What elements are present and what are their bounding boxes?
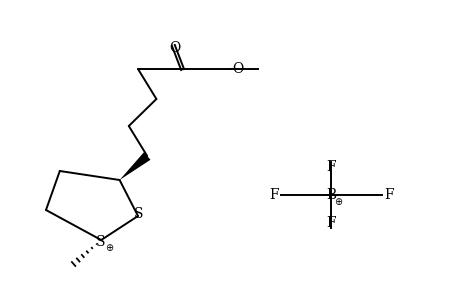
Text: F: F — [326, 216, 335, 230]
Text: S: S — [95, 235, 105, 249]
Text: F: F — [269, 188, 278, 202]
Text: ⊕: ⊕ — [105, 243, 113, 253]
Text: O: O — [231, 62, 243, 76]
Text: ⊕: ⊕ — [333, 197, 341, 207]
Text: B: B — [325, 188, 336, 202]
Text: F: F — [383, 188, 392, 202]
Text: F: F — [326, 160, 335, 174]
Text: O: O — [169, 41, 180, 55]
Text: S: S — [134, 207, 143, 221]
Polygon shape — [119, 152, 150, 180]
